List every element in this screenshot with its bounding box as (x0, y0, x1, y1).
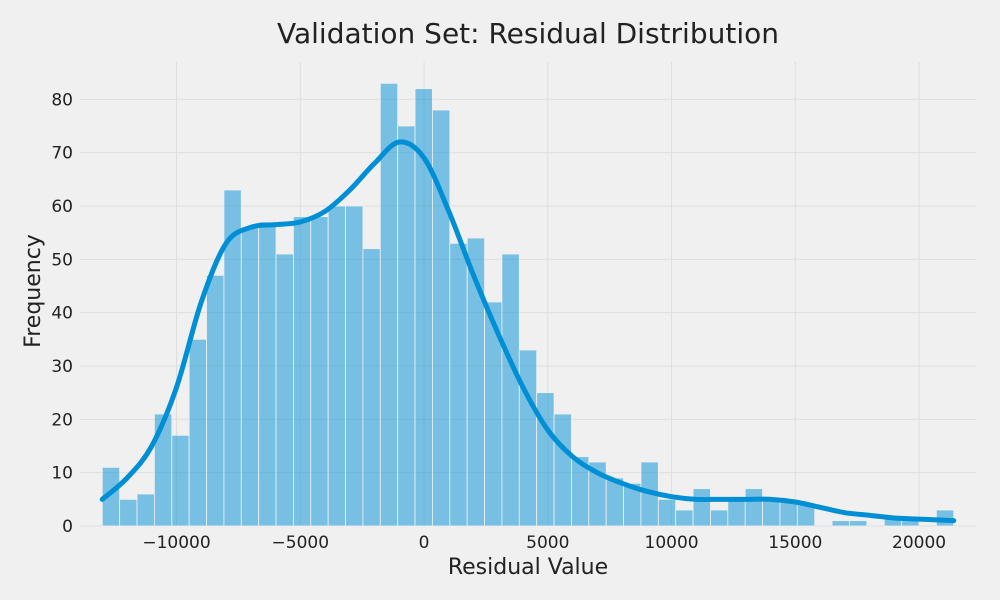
y-tick-label: 20 (51, 410, 73, 430)
y-tick-label: 50 (51, 250, 73, 270)
x-tick-label: 0 (419, 533, 430, 553)
y-axis-label: Frequency (21, 234, 46, 348)
histogram-bar (744, 488, 763, 527)
histogram-bar (762, 498, 781, 527)
histogram-bar (831, 520, 850, 527)
histogram-bar (171, 434, 190, 527)
chart-title: Validation Set: Residual Distribution (277, 17, 779, 50)
y-tick-label: 70 (51, 144, 73, 164)
histogram-bar (518, 349, 538, 527)
histogram-bar (240, 226, 260, 527)
x-axis-label: Residual Value (448, 555, 608, 580)
x-tick-label: 10000 (645, 533, 699, 553)
histogram-bar (310, 216, 329, 527)
kde-curve (99, 139, 957, 524)
histogram-bar (275, 253, 294, 527)
y-tick-label: 60 (51, 197, 73, 217)
histogram-bar (710, 509, 729, 527)
histogram-bars (101, 82, 955, 527)
histogram-bar (206, 274, 225, 527)
histogram-bar (501, 253, 520, 527)
histogram-bar (692, 488, 711, 527)
y-tick-labels: 0 10 20 30 40 50 60 70 80 (51, 90, 73, 537)
histogram-bar (345, 205, 364, 527)
histogram-bar (675, 509, 694, 527)
histogram-bar (362, 248, 381, 527)
histogram-bar (449, 242, 468, 527)
histogram-bar (327, 205, 346, 527)
histogram-bar (553, 413, 572, 527)
histogram-bar (901, 520, 920, 527)
x-tick-label: 20000 (892, 533, 946, 553)
histogram-bar (258, 221, 277, 527)
x-tick-labels: −10000 −5000 0 5000 10000 15000 20000 (142, 533, 946, 553)
x-tick-label: −5000 (272, 533, 330, 553)
histogram-bar (136, 493, 155, 527)
histogram-bar (432, 109, 451, 527)
histogram-bar (119, 498, 138, 527)
histogram-bar (657, 498, 677, 527)
y-tick-label: 0 (62, 517, 73, 537)
histogram-bar (727, 498, 746, 527)
y-tick-label: 30 (51, 357, 73, 377)
x-tick-label: −10000 (142, 533, 210, 553)
x-tick-label: 5000 (526, 533, 569, 553)
x-tick-label: 15000 (768, 533, 822, 553)
y-tick-label: 40 (51, 304, 73, 324)
y-tick-label: 10 (51, 464, 73, 484)
histogram-bar (188, 338, 207, 527)
y-tick-label: 80 (51, 90, 73, 110)
histogram-bar (849, 520, 868, 527)
histogram-bar (293, 216, 312, 527)
histogram-bar (397, 125, 416, 527)
